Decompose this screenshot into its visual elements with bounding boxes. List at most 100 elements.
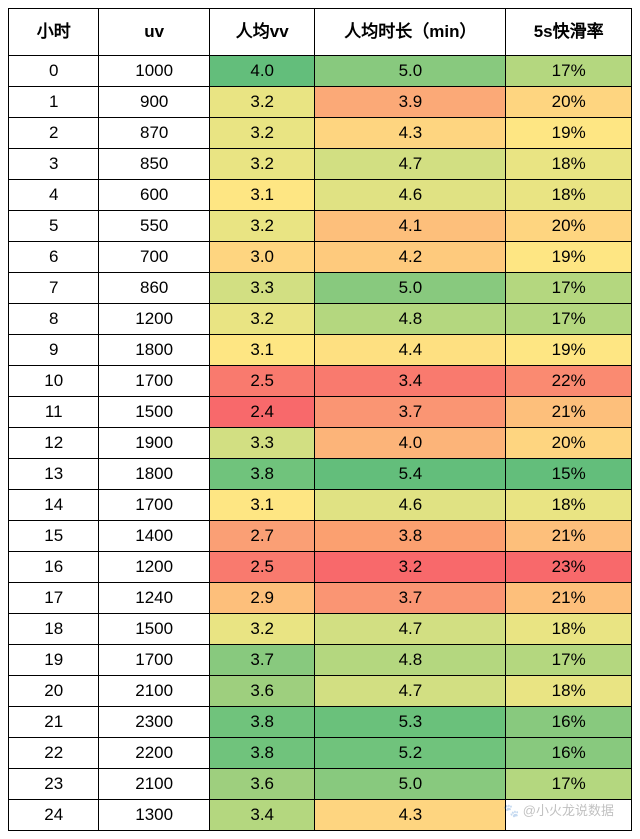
cell-uv: 1240 (99, 583, 210, 614)
cell-hour: 4 (9, 180, 99, 211)
table-row: 1417003.14.618% (9, 490, 632, 521)
cell-hour: 12 (9, 428, 99, 459)
cell-swipe: 19% (506, 242, 632, 273)
cell-dur: 3.7 (315, 583, 506, 614)
cell-vv: 3.4 (209, 800, 315, 831)
cell-swipe: 17% (506, 56, 632, 87)
cell-vv: 3.2 (209, 118, 315, 149)
cell-swipe: 16% (506, 738, 632, 769)
table-row: 1219003.34.020% (9, 428, 632, 459)
cell-uv: 2100 (99, 676, 210, 707)
cell-swipe: 19% (506, 118, 632, 149)
cell-dur: 5.0 (315, 769, 506, 800)
table-row: 78603.35.017% (9, 273, 632, 304)
cell-vv: 3.2 (209, 149, 315, 180)
table-row: 1917003.74.817% (9, 645, 632, 676)
cell-vv: 3.2 (209, 304, 315, 335)
cell-uv: 860 (99, 273, 210, 304)
cell-dur: 4.3 (315, 118, 506, 149)
cell-vv: 3.7 (209, 645, 315, 676)
cell-swipe: 16% (506, 707, 632, 738)
cell-swipe: 21% (506, 397, 632, 428)
cell-hour: 14 (9, 490, 99, 521)
cell-uv: 900 (99, 87, 210, 118)
cell-swipe: 18% (506, 180, 632, 211)
cell-dur: 4.7 (315, 149, 506, 180)
cell-dur: 5.3 (315, 707, 506, 738)
cell-hour: 19 (9, 645, 99, 676)
cell-uv: 1300 (99, 800, 210, 831)
cell-dur: 4.2 (315, 242, 506, 273)
cell-hour: 20 (9, 676, 99, 707)
table-row: 67003.04.219% (9, 242, 632, 273)
cell-swipe: 15% (506, 459, 632, 490)
cell-uv: 1200 (99, 552, 210, 583)
col-header-uv: uv (99, 9, 210, 56)
table-row: 1712402.93.721% (9, 583, 632, 614)
cell-swipe: 18% (506, 614, 632, 645)
cell-dur: 5.4 (315, 459, 506, 490)
cell-vv: 2.5 (209, 366, 315, 397)
table-row: 2321003.65.017% (9, 769, 632, 800)
cell-dur: 4.6 (315, 180, 506, 211)
cell-hour: 17 (9, 583, 99, 614)
cell-swipe: 20% (506, 428, 632, 459)
cell-vv: 3.2 (209, 211, 315, 242)
cell-uv: 1900 (99, 428, 210, 459)
cell-uv: 2200 (99, 738, 210, 769)
cell-swipe: 17% (506, 645, 632, 676)
cell-dur: 5.0 (315, 56, 506, 87)
table-row: 918003.14.419% (9, 335, 632, 366)
cell-vv: 3.8 (209, 707, 315, 738)
cell-vv: 3.1 (209, 490, 315, 521)
cell-uv: 1500 (99, 397, 210, 428)
cell-hour: 24 (9, 800, 99, 831)
cell-dur: 4.3 (315, 800, 506, 831)
cell-vv: 3.3 (209, 273, 315, 304)
cell-uv: 1700 (99, 490, 210, 521)
cell-swipe: 18% (506, 490, 632, 521)
table-row: 1115002.43.721% (9, 397, 632, 428)
cell-hour: 0 (9, 56, 99, 87)
col-header-dur: 人均时长（min） (315, 9, 506, 56)
table-row: 1612002.53.223% (9, 552, 632, 583)
cell-vv: 3.8 (209, 459, 315, 490)
cell-vv: 3.2 (209, 614, 315, 645)
cell-vv: 3.2 (209, 87, 315, 118)
cell-uv: 1000 (99, 56, 210, 87)
cell-uv: 1500 (99, 614, 210, 645)
cell-hour: 18 (9, 614, 99, 645)
table-row: 2021003.64.718% (9, 676, 632, 707)
cell-swipe: 22% (506, 366, 632, 397)
cell-uv: 850 (99, 149, 210, 180)
cell-uv: 2100 (99, 769, 210, 800)
cell-dur: 4.1 (315, 211, 506, 242)
cell-hour: 8 (9, 304, 99, 335)
cell-vv: 3.3 (209, 428, 315, 459)
cell-vv: 3.8 (209, 738, 315, 769)
cell-hour: 23 (9, 769, 99, 800)
cell-swipe: 19% (506, 335, 632, 366)
cell-vv: 4.0 (209, 56, 315, 87)
cell-swipe: 21% (506, 583, 632, 614)
cell-dur: 3.8 (315, 521, 506, 552)
cell-swipe: 17% (506, 304, 632, 335)
cell-uv: 700 (99, 242, 210, 273)
cell-swipe: 20% (506, 211, 632, 242)
cell-dur: 4.7 (315, 614, 506, 645)
heatmap-table: 小时uv人均vv人均时长（min）5s快滑率 010004.05.017%190… (8, 8, 632, 831)
cell-dur: 3.9 (315, 87, 506, 118)
table-header-row: 小时uv人均vv人均时长（min）5s快滑率 (9, 9, 632, 56)
cell-dur: 4.7 (315, 676, 506, 707)
table-body: 010004.05.017%19003.23.920%28703.24.319%… (9, 56, 632, 831)
cell-swipe: 18% (506, 149, 632, 180)
cell-dur: 4.0 (315, 428, 506, 459)
cell-swipe: 20% (506, 87, 632, 118)
cell-vv: 3.6 (209, 769, 315, 800)
cell-hour: 2 (9, 118, 99, 149)
cell-hour: 6 (9, 242, 99, 273)
cell-uv: 1700 (99, 645, 210, 676)
cell-vv: 2.5 (209, 552, 315, 583)
cell-hour: 5 (9, 211, 99, 242)
cell-hour: 11 (9, 397, 99, 428)
